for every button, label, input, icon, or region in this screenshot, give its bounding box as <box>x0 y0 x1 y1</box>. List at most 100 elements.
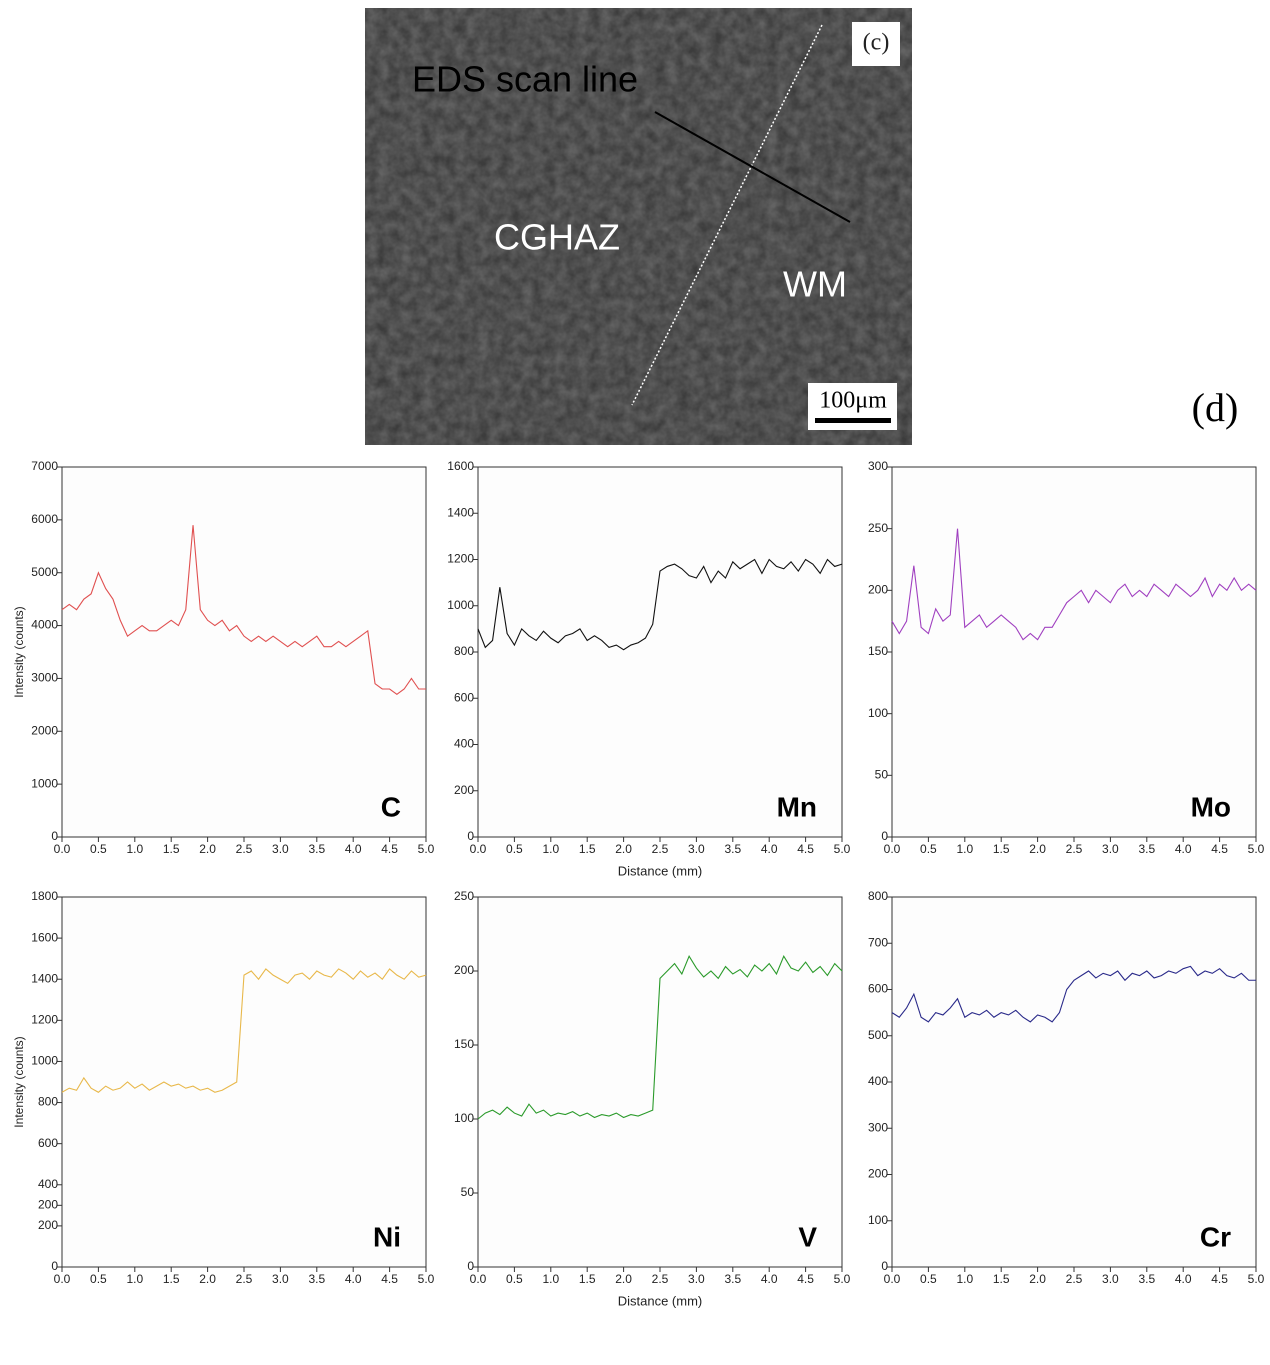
scan-line <box>654 111 851 223</box>
chart: 0 100 200 300 400 500 600 700 800 0.0 0.5 1.0 1.5 2.0… <box>868 889 1265 1286</box>
y-tick-label: 0 <box>467 1259 474 1273</box>
chart: 0 200 200 400 600 800 1000 1200 1400 1600 1800 0.0 0… <box>12 889 434 1286</box>
chart: 0 200 400 600 800 1000 1200 1400 1600 0.0 0.5 1.0 1.… <box>447 459 850 878</box>
x-tick-label: 2.0 <box>615 842 632 856</box>
y-tick-label: 500 <box>868 1028 888 1042</box>
x-tick-label: 0.5 <box>506 1272 523 1286</box>
x-tick-label: 4.5 <box>797 842 814 856</box>
chart: 0 50 100 150 200 250 0.0 0.5 1.0 1.5 2.0 2.5 3.0 3.5 4… <box>454 889 851 1308</box>
x-tick-label: 2.5 <box>1066 842 1083 856</box>
y-tick-label: 200 <box>454 783 474 797</box>
x-tick-label: 3.0 <box>1102 1272 1119 1286</box>
x-tick-label: 0.5 <box>90 1272 107 1286</box>
y-tick-label: 1800 <box>31 889 58 903</box>
y-tick-label: 3000 <box>31 671 58 685</box>
y-tick-label: 0 <box>467 829 474 843</box>
x-tick-label: 2.0 <box>1029 1272 1046 1286</box>
y-tick-label: 150 <box>868 644 888 658</box>
x-tick-label: 4.0 <box>345 1272 362 1286</box>
y-tick-label: 400 <box>868 1074 888 1088</box>
annotation: EDS scan line <box>412 59 638 100</box>
x-tick-label: 0.0 <box>470 842 487 856</box>
micrograph-texture <box>365 8 912 445</box>
y-tick-label: 1000 <box>31 1054 58 1068</box>
x-tick-label: 4.5 <box>381 842 398 856</box>
scale-bar <box>815 418 891 423</box>
x-tick-label: 5.0 <box>834 842 851 856</box>
x-tick-label: 1.0 <box>542 1272 559 1286</box>
legend-label: V <box>798 1221 817 1252</box>
y-tick-label: 400 <box>38 1177 58 1191</box>
x-tick-label: 1.5 <box>993 842 1010 856</box>
fusion-boundary <box>631 24 823 406</box>
legend-label: C <box>381 791 401 822</box>
legend-label: Mo <box>1191 791 1231 822</box>
y-tick-label: 700 <box>868 935 888 949</box>
y-tick-label: 1400 <box>447 505 474 519</box>
data-line <box>891 965 1256 1023</box>
x-tick-label: 3.5 <box>308 1272 325 1286</box>
y-tick-label: 200 <box>38 1218 58 1232</box>
x-tick-label: 2.5 <box>652 1272 669 1286</box>
y-tick-label: 0 <box>51 829 58 843</box>
x-tick-label: 1.5 <box>579 1272 596 1286</box>
x-tick-label: 2.5 <box>1066 1272 1083 1286</box>
y-tick-label: 1200 <box>447 552 474 566</box>
x-tick-label: 4.5 <box>1211 842 1228 856</box>
y-tick-label: 800 <box>38 1095 58 1109</box>
x-tick-label: 4.0 <box>345 842 362 856</box>
y-tick-label: 800 <box>454 644 474 658</box>
y-tick-label: 2000 <box>31 723 58 737</box>
x-tick-label: 3.0 <box>688 1272 705 1286</box>
y-tick-label: 400 <box>454 737 474 751</box>
y-tick-label: 4000 <box>31 618 58 632</box>
x-tick-label: 3.5 <box>1138 1272 1155 1286</box>
y-tick-label: 600 <box>454 690 474 704</box>
y-tick-label: 100 <box>454 1111 474 1125</box>
x-tick-label: 2.5 <box>236 1272 253 1286</box>
x-tick-label: 5.0 <box>834 1272 851 1286</box>
x-tick-label: 5.0 <box>1248 842 1265 856</box>
x-tick-label: 0.0 <box>54 1272 71 1286</box>
x-tick-label: 1.0 <box>956 1272 973 1286</box>
y-tick-label: 50 <box>875 768 889 782</box>
y-tick-label: 1600 <box>31 930 58 944</box>
y-tick-label: 600 <box>868 982 888 996</box>
x-tick-label: 4.0 <box>1175 842 1192 856</box>
x-tick-label: 5.0 <box>418 1272 435 1286</box>
x-tick-label: 4.5 <box>797 1272 814 1286</box>
plot-frame <box>891 896 1257 1268</box>
y-tick-label: 150 <box>454 1037 474 1051</box>
x-tick-label: 1.0 <box>126 842 143 856</box>
y-tick-label: 50 <box>461 1185 475 1199</box>
x-tick-label: 1.5 <box>993 1272 1010 1286</box>
x-tick-label: 2.0 <box>615 1272 632 1286</box>
y-tick-label: 6000 <box>31 512 58 526</box>
micrograph: (c) EDS scan line CGHAZ WM 100μm <box>365 8 912 445</box>
y-tick-label: 200 <box>868 1167 888 1181</box>
y-tick-label: 0 <box>881 1259 888 1273</box>
x-tick-label: 3.0 <box>272 842 289 856</box>
plot-frame <box>477 896 843 1268</box>
y-tick-label: 7000 <box>31 459 58 473</box>
y-axis-label: Intensity (counts) <box>12 606 26 697</box>
x-tick-label: 0.5 <box>920 1272 937 1286</box>
x-tick-label: 2.0 <box>199 842 216 856</box>
y-tick-label: 1000 <box>447 598 474 612</box>
data-line <box>891 528 1257 641</box>
x-tick-label: 0.5 <box>920 842 937 856</box>
y-tick-label: 300 <box>868 1120 888 1134</box>
x-tick-label: 3.5 <box>1138 842 1155 856</box>
y-tick-label: 1600 <box>447 459 474 473</box>
y-tick-label: 200 <box>868 583 888 597</box>
y-tick-label: 250 <box>454 889 474 903</box>
x-tick-label: 2.0 <box>1029 842 1046 856</box>
x-tick-label: 3.5 <box>724 1272 741 1286</box>
y-tick-label: 1000 <box>31 776 58 790</box>
annotation: WM <box>783 264 847 305</box>
y-tick-label: 250 <box>868 521 888 535</box>
x-axis-label: Distance (mm) <box>618 1293 703 1308</box>
x-tick-label: 1.0 <box>542 842 559 856</box>
annotation: CGHAZ <box>494 217 620 258</box>
